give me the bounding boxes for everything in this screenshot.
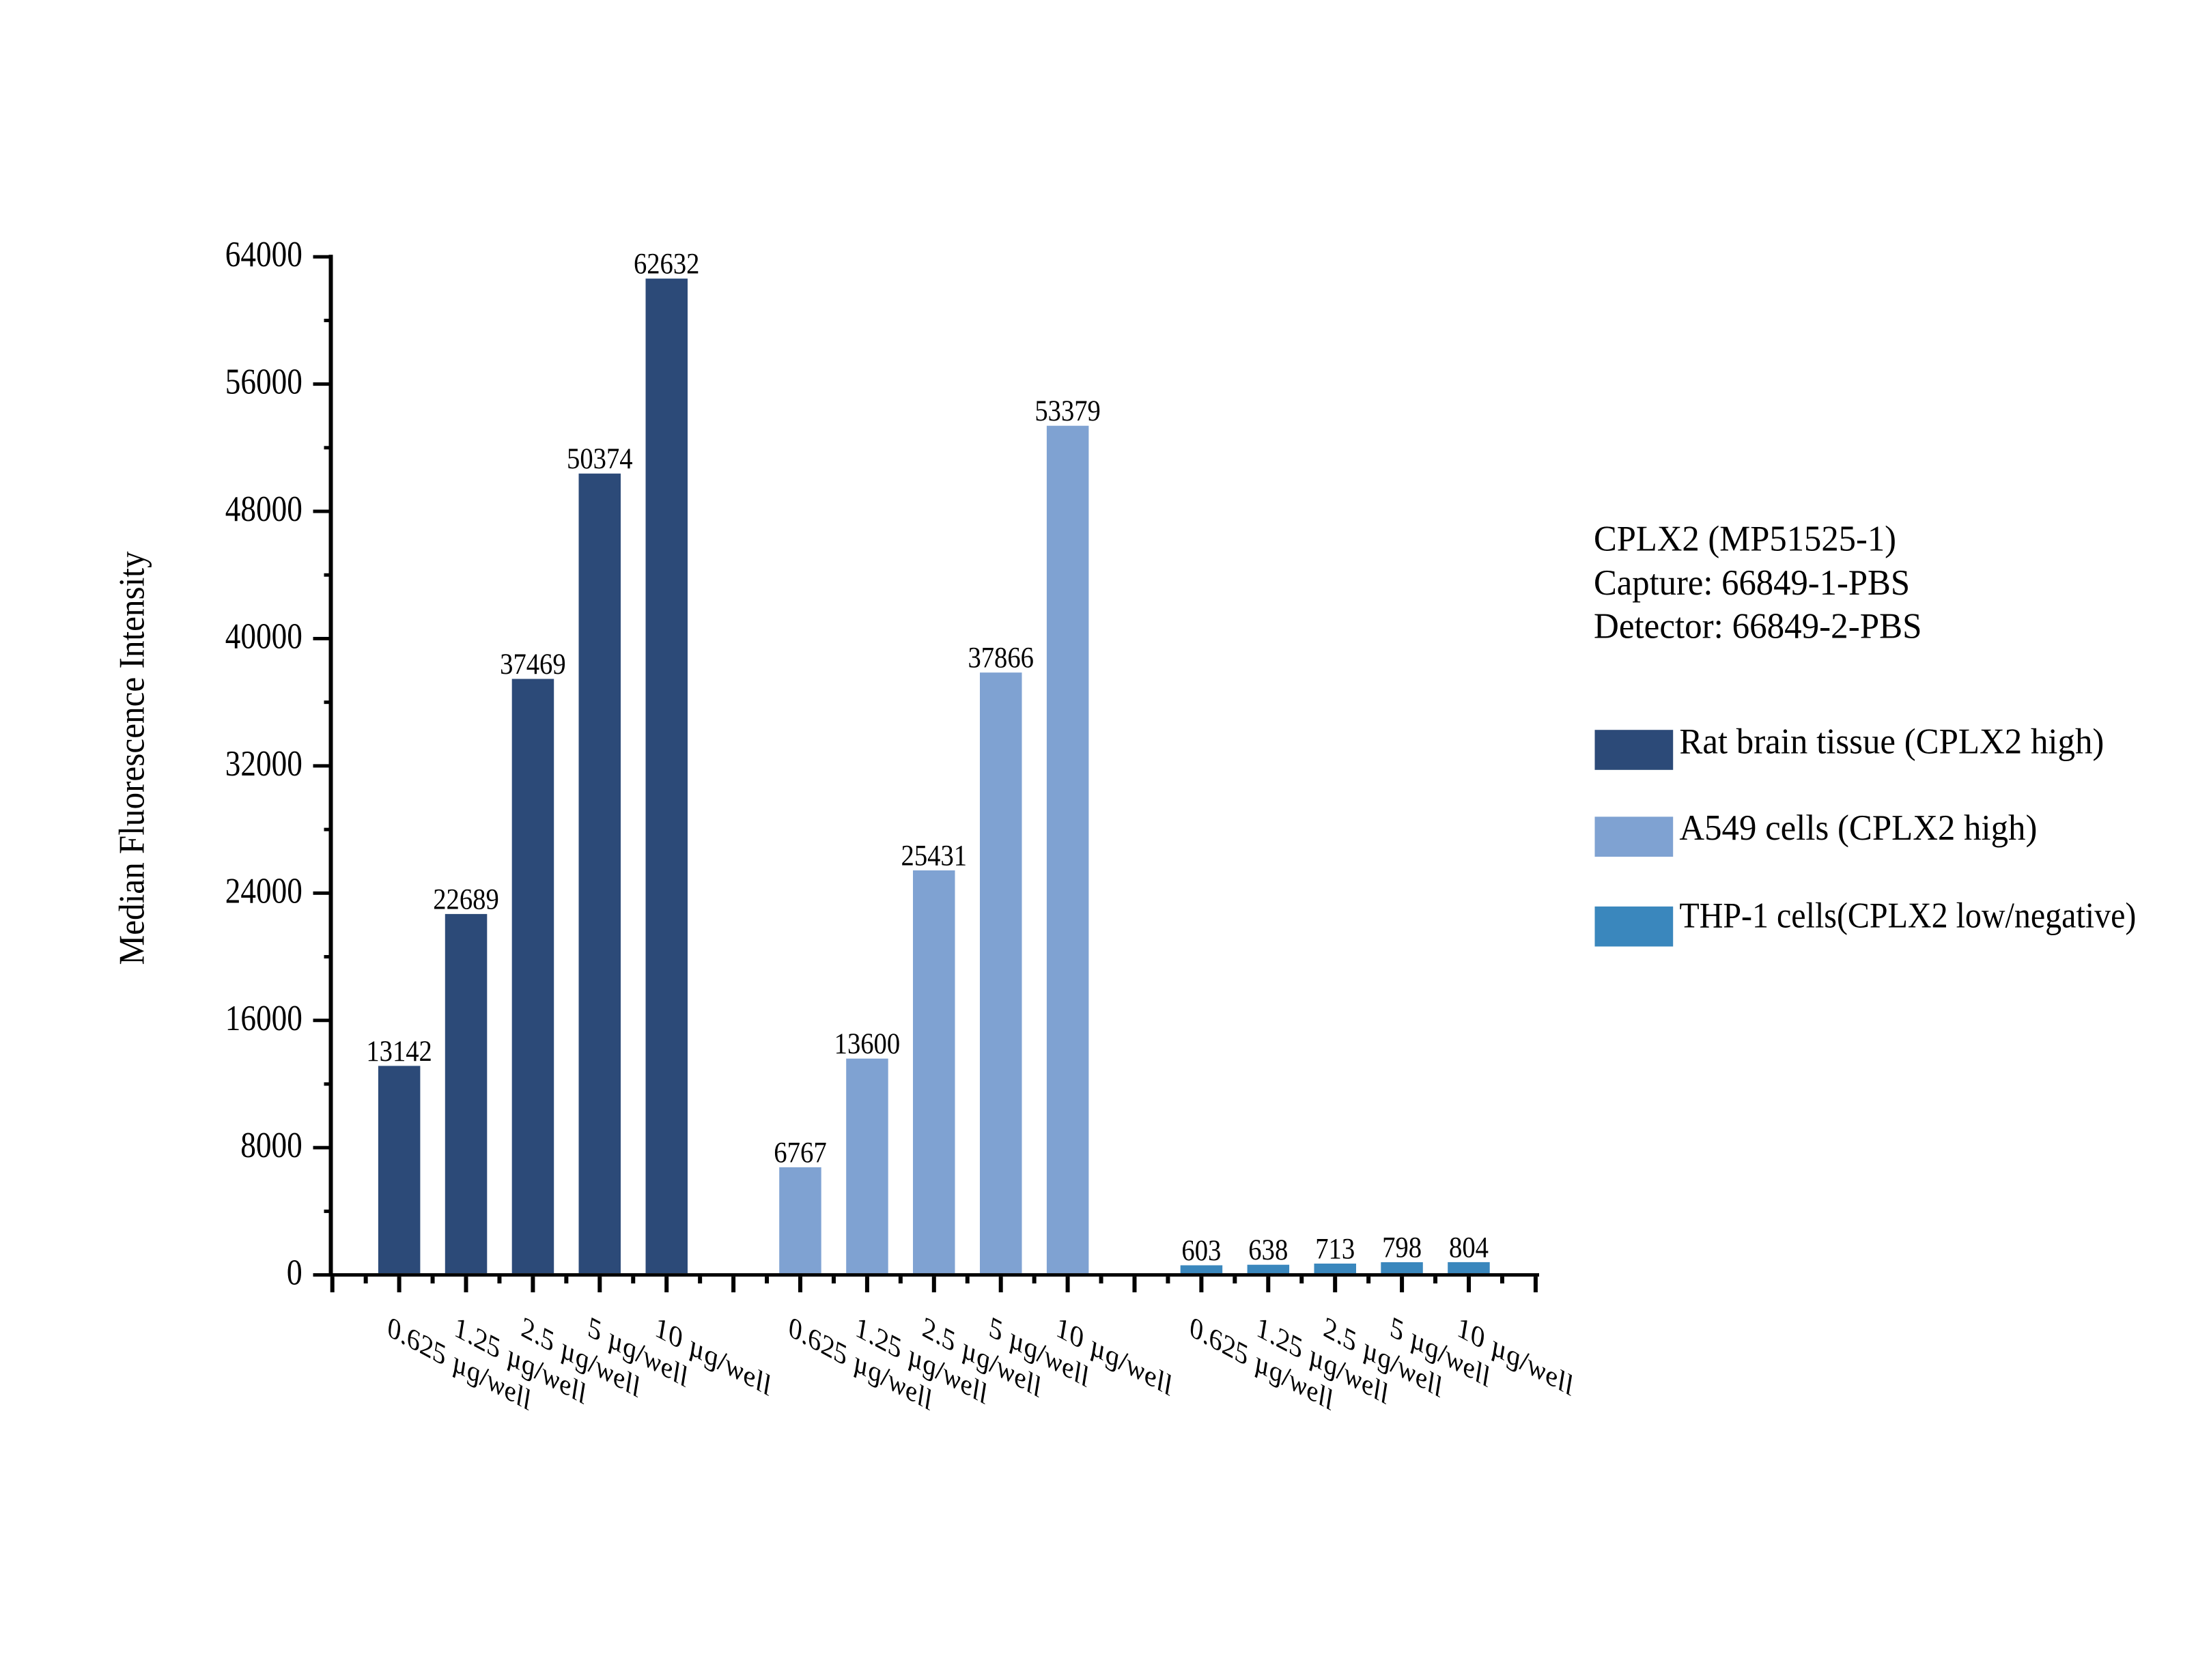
svg-text:24000: 24000	[225, 871, 302, 911]
svg-text:Median Fluorescence Intensity: Median Fluorescence Intensity	[113, 551, 152, 965]
svg-text:48000: 48000	[225, 489, 302, 529]
svg-text:Capture: 66849-1-PBS: Capture: 66849-1-PBS	[1594, 563, 1910, 603]
svg-text:A549 cells (CPLX2 high): A549 cells (CPLX2 high)	[1679, 808, 2037, 848]
svg-text:603: 603	[1181, 1235, 1221, 1267]
svg-text:638: 638	[1248, 1234, 1288, 1266]
svg-text:0: 0	[287, 1253, 302, 1293]
svg-text:56000: 56000	[225, 362, 302, 402]
svg-text:37469: 37469	[500, 649, 566, 681]
svg-text:713: 713	[1315, 1233, 1355, 1265]
svg-text:13600: 13600	[834, 1028, 901, 1060]
svg-text:804: 804	[1449, 1231, 1489, 1264]
svg-text:THP-1 cells(CPLX2 low/negative: THP-1 cells(CPLX2 low/negative)	[1679, 896, 2136, 936]
svg-text:CPLX2 (MP51525-1): CPLX2 (MP51525-1)	[1594, 519, 1896, 558]
svg-text:53379: 53379	[1034, 395, 1101, 427]
svg-text:8000: 8000	[240, 1126, 302, 1165]
svg-text:798: 798	[1382, 1231, 1422, 1264]
svg-text:Rat brain tissue (CPLX2 high): Rat brain tissue (CPLX2 high)	[1679, 722, 2104, 762]
svg-text:64000: 64000	[225, 235, 302, 274]
svg-text:22689: 22689	[433, 883, 499, 915]
svg-text:62632: 62632	[634, 248, 700, 281]
svg-text:Detector: 66849-2-PBS: Detector: 66849-2-PBS	[1594, 607, 1922, 646]
svg-text:32000: 32000	[225, 744, 302, 784]
svg-text:13142: 13142	[366, 1036, 432, 1068]
svg-text:50374: 50374	[567, 443, 633, 475]
svg-text:16000: 16000	[225, 999, 302, 1038]
svg-text:25431: 25431	[901, 840, 968, 872]
svg-text:6767: 6767	[774, 1137, 827, 1169]
svg-text:40000: 40000	[225, 617, 302, 657]
svg-text:37866: 37866	[968, 642, 1034, 674]
